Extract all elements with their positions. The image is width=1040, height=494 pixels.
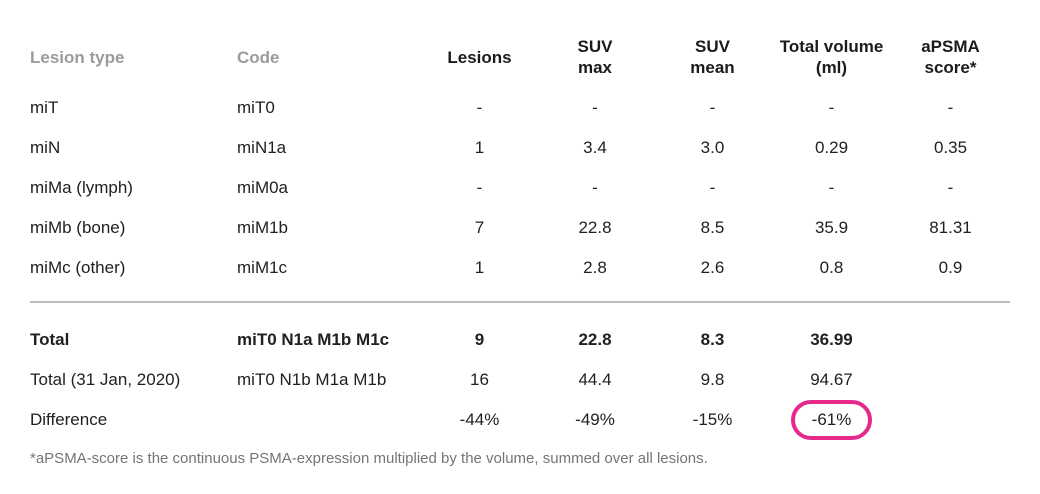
cell-suv-max: 44.4 [578, 370, 612, 389]
cell-apsma [891, 400, 1010, 440]
header-lesion-type: Lesion type [30, 47, 125, 67]
cell-lesions: -44% [459, 410, 500, 429]
spacer-row [30, 288, 1010, 302]
previous-total-row: Total (31 Jan, 2020) miT0 N1b M1a M1b 16… [30, 360, 1010, 400]
cell-lesion-type: miMa (lymph) [30, 178, 133, 197]
summary-rows: Total miT0 N1a M1b M1c 9 22.8 8.3 36.99 … [30, 302, 1010, 440]
cell-total-volume: - [828, 178, 835, 197]
cell-suv-mean: 3.0 [700, 138, 725, 157]
cell-lesions: - [476, 98, 483, 117]
table-row: miMa (lymph) miM0a - - - - - [30, 168, 1010, 208]
cell-suv-max: 22.8 [578, 330, 612, 349]
total-row: Total miT0 N1a M1b M1c 9 22.8 8.3 36.99 [30, 302, 1010, 360]
cell-suv-max: 2.8 [583, 258, 607, 277]
cell-total-volume: 0.8 [819, 258, 844, 277]
table-row: miMb (bone) miM1b 7 22.8 8.5 35.9 81.31 [30, 208, 1010, 248]
cell-total-volume: 35.9 [814, 218, 849, 237]
cell-total-volume: 94.67 [810, 370, 853, 389]
cell-lesions: 7 [474, 218, 485, 237]
cell-apsma [891, 360, 1010, 400]
highlighted-value: -61% [811, 410, 852, 429]
cell-lesion-type: miMc (other) [30, 258, 126, 277]
table-row: miN miN1a 1 3.4 3.0 0.29 0.35 [30, 128, 1010, 168]
report-panel: Lesion type Code Lesions SUV max SUV mea… [30, 12, 1010, 467]
cell-suv-mean: 8.5 [700, 218, 725, 237]
cell-total-label: Total (31 Jan, 2020) [30, 370, 181, 389]
lesion-table: Lesion type Code Lesions SUV max SUV mea… [30, 12, 1010, 440]
cell-code: miM1c [237, 258, 288, 277]
table-header-row: Lesion type Code Lesions SUV max SUV mea… [30, 12, 1010, 88]
cell-apsma: 81.31 [929, 218, 972, 237]
cell-total-volume: 0.29 [814, 138, 849, 157]
cell-lesions: - [476, 178, 483, 197]
cell-apsma: - [947, 98, 954, 117]
table-row: miMc (other) miM1c 1 2.8 2.6 0.8 0.9 [30, 248, 1010, 288]
cell-code: miT0 [237, 98, 275, 117]
cell-suv-mean: - [709, 178, 716, 197]
apsma-footnote: *aPSMA-score is the continuous PSMA-expr… [30, 450, 708, 467]
cell-lesions: 16 [470, 370, 489, 389]
cell-difference-code [237, 400, 422, 440]
cell-apsma: 0.35 [933, 138, 968, 157]
cell-suv-mean: 9.8 [700, 370, 725, 389]
cell-apsma [891, 302, 1010, 360]
cell-code: miN1a [237, 138, 287, 157]
cell-code: miM0a [237, 178, 289, 197]
cell-lesion-type: miMb (bone) [30, 218, 126, 237]
header-apsma-score: aPSMA score* [921, 37, 980, 77]
difference-row: Difference -44% -49% -15% -61% [30, 400, 1010, 440]
cell-suv-max: - [592, 178, 598, 197]
cell-suv-mean: -15% [692, 410, 733, 429]
cell-total-code: miT0 N1b M1a M1b [237, 370, 387, 389]
difference-highlight-ring: -61% [790, 400, 873, 440]
header-lesions: Lesions [447, 47, 512, 67]
lesion-rows: miT miT0 - - - - - miN miN1a 1 3.4 3.0 0… [30, 88, 1010, 302]
cell-total-volume: 36.99 [810, 330, 853, 349]
header-total-volume: Total volume (ml) [779, 37, 884, 77]
cell-lesion-type: miT [30, 98, 59, 117]
cell-suv-max: -49% [575, 410, 615, 429]
cell-suv-mean: 2.6 [700, 258, 725, 277]
cell-lesion-type: miN [30, 138, 61, 157]
header-suv-max: SUV max [577, 37, 613, 77]
cell-code: miM1b [237, 218, 289, 237]
cell-lesions: 9 [474, 330, 485, 349]
cell-suv-max: 3.4 [583, 138, 607, 157]
cell-difference-label: Difference [30, 410, 108, 429]
cell-suv-mean: - [709, 98, 716, 117]
cell-total-label: Total [30, 330, 70, 349]
cell-suv-mean: 8.3 [700, 330, 725, 349]
cell-lesions: 1 [474, 138, 485, 157]
table-row: miT miT0 - - - - - [30, 88, 1010, 128]
cell-total-volume: - [828, 98, 835, 117]
cell-apsma: 0.9 [938, 258, 963, 277]
cell-total-volume: -61% [772, 400, 891, 440]
cell-suv-max: - [592, 98, 598, 117]
cell-lesions: 1 [474, 258, 485, 277]
header-suv-mean: SUV mean [690, 37, 735, 77]
cell-suv-max: 22.8 [578, 218, 612, 237]
cell-apsma: - [947, 178, 954, 197]
header-code: Code [237, 47, 280, 67]
cell-total-code: miT0 N1a M1b M1c [237, 330, 390, 349]
